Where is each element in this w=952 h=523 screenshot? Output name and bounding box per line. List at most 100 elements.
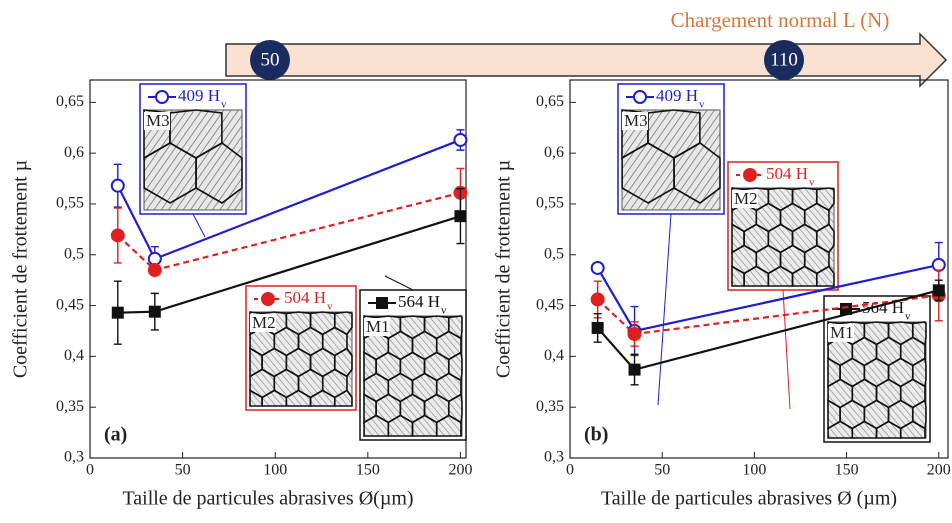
legend-label: 409 H [178,86,220,105]
load-label: 110 [770,49,798,70]
inset-tag-bg [364,318,390,336]
grain-boundaries [363,315,463,437]
legend-marker [376,297,388,309]
inset-tag-bg [732,190,758,208]
y-axis-label: Coefficient de frottement µ [493,160,515,378]
y-tick-label: 0,45 [536,296,564,313]
load-marker [250,40,290,80]
plot-frame [569,79,949,459]
y-tick-label: 0,4 [544,347,564,364]
inset-tag-bg [250,314,276,332]
grain [333,389,353,407]
data-point [111,306,124,319]
legend-subscript: v [441,305,447,317]
x-axis-label: Taille de particules abrasives Ø (µm) [601,488,897,510]
x-tick-label: 0 [86,462,94,479]
y-tick-label: 0,35 [56,398,84,415]
y-axis-label: Coefficient de frottement µ [10,160,32,378]
grain [195,142,243,204]
plot-frame [89,79,467,459]
inset-label: M2 [252,313,276,332]
x-tick-label: 100 [742,462,766,479]
load-label: 50 [261,49,280,70]
inset-label: M3 [146,111,170,130]
x-tick-label: 100 [263,462,287,479]
data-point [454,210,467,223]
data-point [590,292,605,307]
data-point [932,284,945,297]
legend-subscript: v [221,99,227,111]
y-tick-label: 0,5 [544,245,564,262]
inset-pointer [192,213,206,238]
grain [899,420,926,439]
legend-label: 409 H [656,86,698,105]
legend-marker [633,90,647,104]
inset-label: M2 [734,189,758,208]
inset-pointer [782,289,791,410]
y-tick-label: 0,6 [64,144,84,161]
legend-marker [840,303,852,315]
y-tick-label: 0,65 [536,93,564,110]
inset-label: M1 [830,323,854,342]
y-tick-label: 0,3 [544,449,564,466]
legend-subscript: v [327,301,333,313]
legend-marker [155,90,169,104]
grain [673,142,721,204]
inset-pointer [384,275,414,291]
legend-subscript: v [809,177,815,189]
inset-tag-bg [828,324,854,342]
legend-subscript: v [905,311,911,323]
x-tick-label: 200 [448,462,472,479]
data-point [590,260,605,275]
data-point [453,132,468,147]
data-point [628,363,641,376]
grain-boundaries [827,321,927,439]
y-tick-label: 0,35 [536,398,564,415]
data-point [627,327,642,342]
y-tick-label: 0,65 [56,93,84,110]
data-point [931,257,946,272]
y-tick-label: 0,55 [56,195,84,212]
panel-label: (b) [584,424,608,446]
x-tick-label: 150 [356,462,380,479]
grain [435,414,462,437]
inset-tag-bg [144,112,170,130]
panel-label: (a) [104,424,127,446]
inset-pointer [657,213,672,406]
legend-subscript: v [699,99,705,111]
grain-boundaries [249,311,353,407]
x-tick-label: 50 [175,462,191,479]
grain-boundaries [731,187,835,287]
x-tick-label: 200 [927,462,951,479]
x-tick-label: 150 [835,462,859,479]
banner: Chargement normal L (N) 50 110 [225,8,948,88]
y-tick-label: 0,55 [536,195,564,212]
y-tick-label: 0,4 [64,347,84,364]
legend-label: 564 H [398,292,440,311]
x-tick-label: 50 [654,462,670,479]
legend-marker [261,292,275,306]
data-point [110,178,125,193]
data-point [110,228,125,243]
micrograph [143,109,243,211]
legend-label: 504 H [284,288,326,307]
grain [815,265,835,287]
banner-arrow [225,32,948,88]
inset-label: M3 [624,111,648,130]
y-tick-label: 0,5 [64,245,84,262]
legend-marker [743,168,757,182]
data-point [148,305,161,318]
banner-title: Chargement normal L (N) [671,8,890,32]
legend-label: 504 H [766,164,808,183]
data-point [591,321,604,334]
inset-label: M1 [366,317,390,336]
y-tick-label: 0,45 [56,296,84,313]
y-tick-label: 0,6 [544,144,564,161]
load-marker [764,40,804,80]
inset-tag-bg [622,112,648,130]
data-point [147,263,162,278]
x-axis-label: Taille de particules abrasives Ø(µm) [122,488,413,510]
x-tick-label: 0 [566,462,574,479]
y-tick-label: 0,3 [64,449,84,466]
